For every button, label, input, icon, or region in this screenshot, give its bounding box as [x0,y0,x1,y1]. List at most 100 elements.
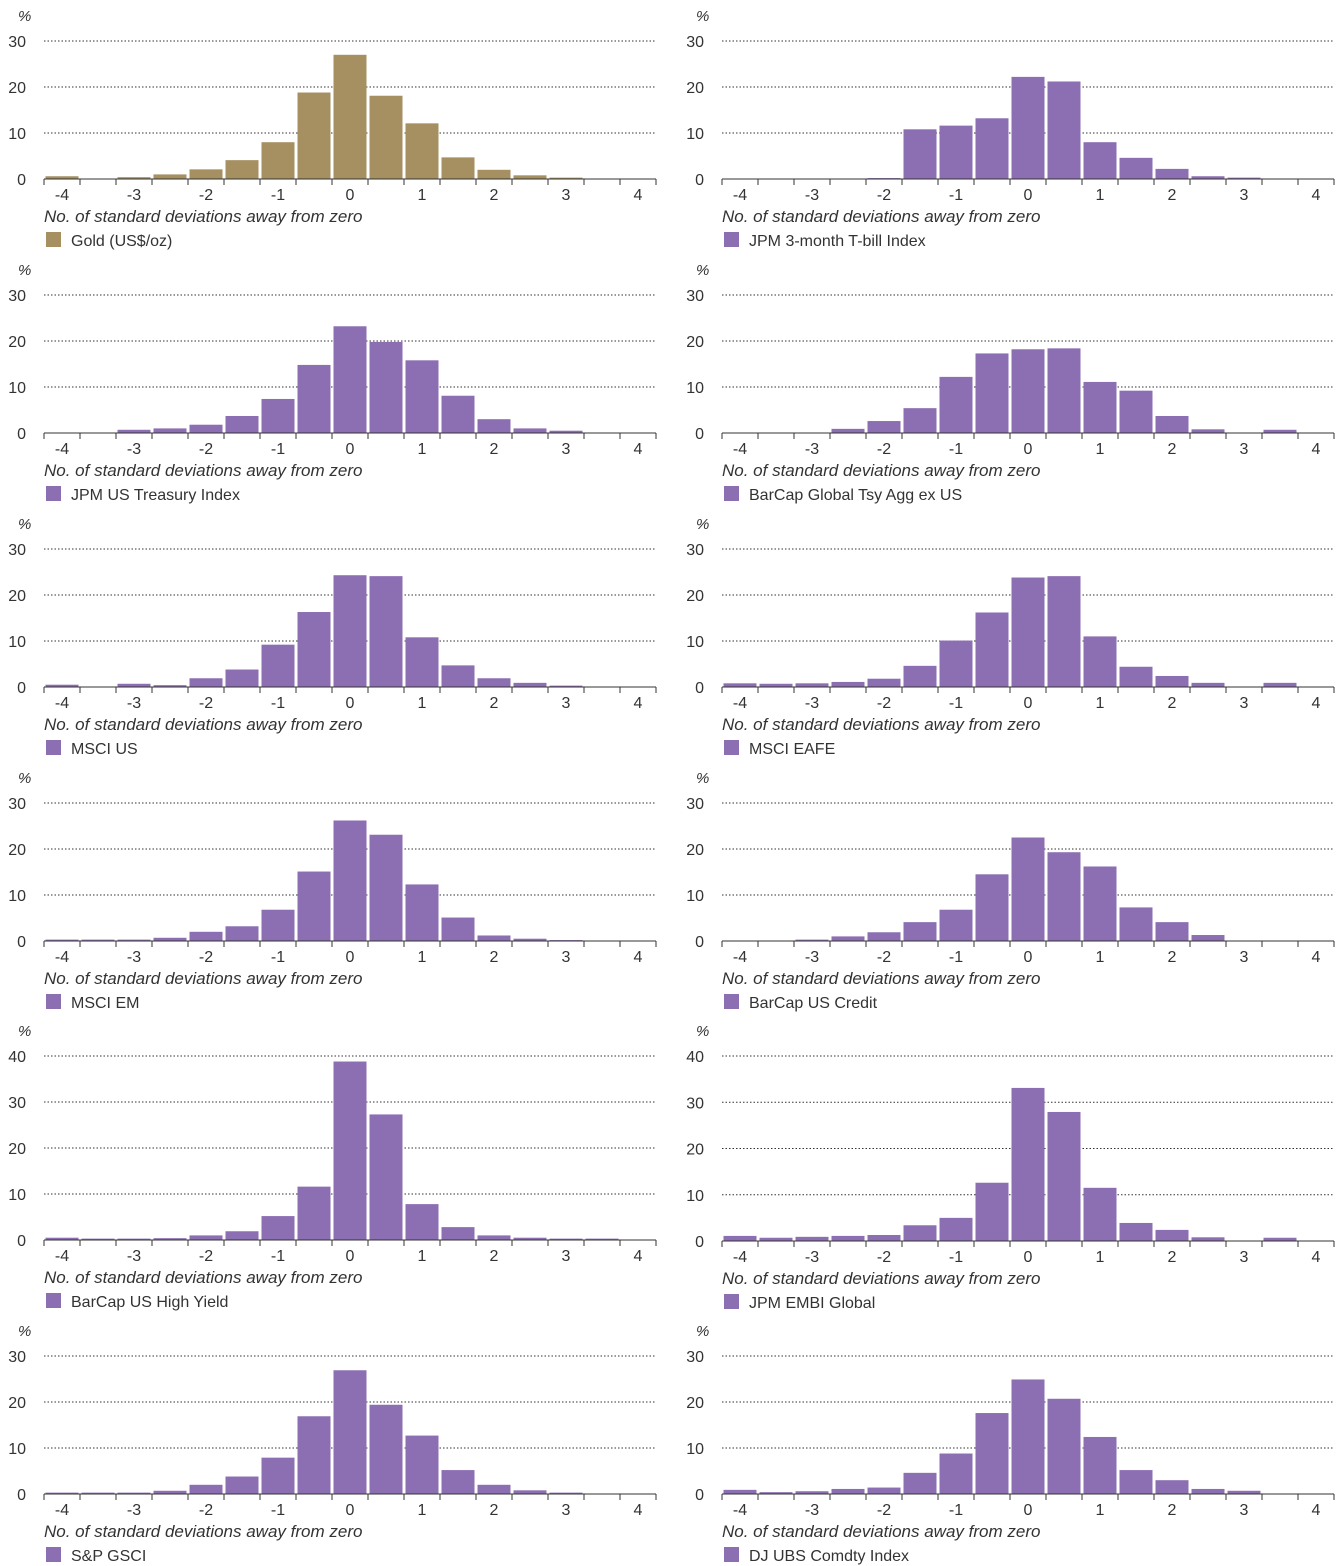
y-tick-label: 20 [686,588,704,605]
x-tick-label: -1 [271,949,285,966]
bar [513,682,547,687]
y-tick-label: 10 [8,634,26,651]
bar [189,169,223,179]
bar [513,1237,547,1240]
x-tick-label: -3 [805,1249,819,1266]
x-tick-label: 0 [1024,187,1033,204]
legend-label: JPM EMBI Global [749,1295,875,1312]
bar [831,1235,865,1241]
y-tick-label: 30 [686,1349,704,1366]
y-unit-label: % [18,1023,31,1040]
x-tick-label: 3 [1240,695,1249,712]
bar [1263,1237,1297,1241]
bar [261,398,295,433]
y-tick-label: 30 [686,1095,704,1112]
x-axis-label: No. of standard deviations away from zer… [722,1269,1040,1288]
legend-label: Gold (US$/oz) [71,233,172,250]
bar [117,1492,151,1494]
y-tick-label: 10 [686,126,704,143]
x-tick-label: 1 [1096,695,1105,712]
bar [153,685,187,687]
x-tick-label: 2 [490,949,499,966]
bar [795,683,829,687]
x-tick-label: 1 [418,441,427,458]
y-tick-label: 0 [695,1487,704,1504]
bar [723,683,757,687]
bar [975,118,1009,179]
y-tick-label: 30 [8,34,26,51]
bar [333,575,367,687]
bar [1011,837,1045,941]
x-tick-label: 3 [562,695,571,712]
x-tick-label: 0 [346,949,355,966]
y-tick-label: 10 [8,1441,26,1458]
bar [1155,922,1189,941]
bar [477,678,511,687]
bar [189,1484,223,1494]
y-unit-label: % [696,8,709,25]
bar [369,95,403,179]
legend-label: MSCI EM [71,995,139,1012]
bar [225,669,259,687]
x-tick-label: 2 [1168,441,1177,458]
bar [549,685,583,687]
bar [867,932,901,941]
bar [261,142,295,179]
y-tick-label: 30 [8,542,26,559]
bar [975,1182,1009,1241]
legend-swatch [724,232,739,247]
bar [1227,1490,1261,1494]
x-tick-label: 4 [1312,1249,1321,1266]
bar [117,177,151,179]
bar [1047,1111,1081,1241]
legend-swatch [724,1294,739,1309]
x-tick-label: -4 [55,695,69,712]
bar [477,169,511,179]
bar [369,834,403,941]
x-axis-label: No. of standard deviations away from zer… [44,461,362,480]
x-tick-label: 4 [1312,1502,1321,1519]
bar [1191,176,1225,179]
y-tick-label: 20 [8,1141,26,1158]
x-tick-label: 1 [418,1502,427,1519]
x-tick-label: -2 [877,187,891,204]
bar [939,125,973,179]
x-tick-label: 4 [634,441,643,458]
x-tick-label: -1 [949,695,963,712]
y-tick-label: 30 [8,1349,26,1366]
bar [333,1370,367,1494]
x-tick-label: 4 [634,1248,643,1265]
bar [1083,866,1117,941]
chart-panel-11: % 0 10 20 30 -4 -3 -2 -1 0 1 2 3 4 No. of standard dev… [8,1323,657,1565]
y-tick-label: 30 [686,34,704,51]
bar [1119,1222,1153,1241]
x-tick-label: -1 [271,187,285,204]
y-tick-label: 20 [8,80,26,97]
y-tick-label: 10 [686,634,704,651]
bar [975,1413,1009,1494]
bar [1155,675,1189,687]
bar [297,1416,331,1494]
y-tick-label: 10 [8,888,26,905]
y-unit-label: % [696,262,709,279]
bar [261,1216,295,1240]
x-tick-label: 4 [634,695,643,712]
y-tick-label: 20 [686,80,704,97]
bar [975,353,1009,433]
bar [795,1236,829,1241]
bar [513,175,547,179]
bar [759,683,793,687]
x-tick-label: 3 [1240,1502,1249,1519]
chart-panel-8: % 0 10 20 30 -4 -3 -2 -1 0 1 2 3 4 No. of standard dev… [686,770,1335,1012]
bar [333,820,367,941]
y-unit-label: % [18,262,31,279]
bar [1011,577,1045,687]
legend-label: MSCI US [71,741,138,758]
y-unit-label: % [18,770,31,787]
bar [759,1492,793,1494]
bar [45,1237,79,1240]
bar [189,1235,223,1240]
bar [1047,81,1081,179]
bar [795,1491,829,1494]
bar [903,408,937,433]
